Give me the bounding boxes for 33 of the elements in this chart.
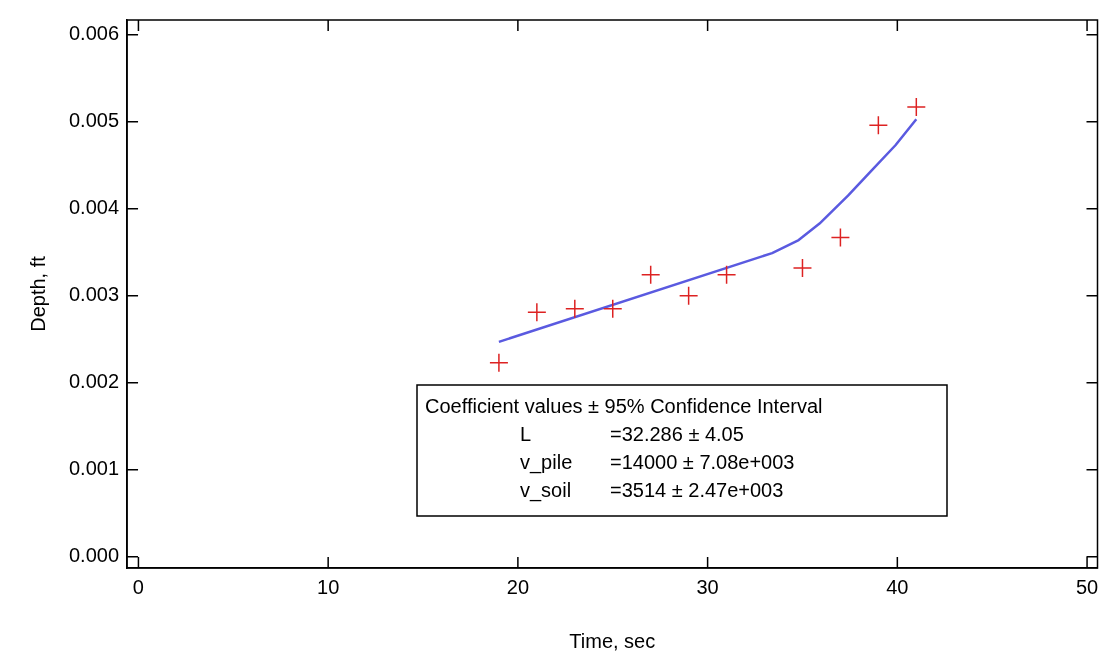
x-axis-title: Time, sec xyxy=(569,629,656,652)
annotation: =3514 ± 2.47e+003 xyxy=(610,478,784,501)
x-tick-label: 30 xyxy=(696,575,719,598)
y-tick-label: 0.003 xyxy=(68,283,120,306)
point xyxy=(565,299,585,319)
annotation: v_soil xyxy=(520,478,572,502)
point xyxy=(830,227,851,248)
x-tick-label: 0 xyxy=(132,575,144,598)
x-tick-label: 40 xyxy=(886,575,909,598)
y-tick-label: 0.004 xyxy=(68,196,120,219)
x-tick-label: 20 xyxy=(506,575,530,598)
point xyxy=(603,299,623,319)
point xyxy=(527,302,547,323)
point xyxy=(678,285,699,306)
point xyxy=(716,265,737,285)
y-tick-label: 0.000 xyxy=(68,544,120,567)
point xyxy=(792,258,813,278)
y-tick-label: 0.006 xyxy=(68,22,120,45)
annotation: Coefficient values ± 95% Confidence Interval xyxy=(425,394,823,417)
annotation: L xyxy=(520,422,532,445)
point xyxy=(906,97,927,117)
annotation: =14000 ± 7.08e+003 xyxy=(610,450,795,473)
point xyxy=(640,265,661,285)
y-tick-label: 0.005 xyxy=(68,109,120,132)
point xyxy=(489,352,509,373)
annotation: v_pile xyxy=(520,450,573,474)
annotation: =32.286 ± 4.05 xyxy=(610,422,744,445)
y-axis-title: Depth, ft xyxy=(26,255,49,332)
x-tick-label: 50 xyxy=(1075,575,1099,598)
x-tick-label: 10 xyxy=(317,575,340,598)
point xyxy=(868,115,889,135)
y-tick-label: 0.001 xyxy=(68,457,120,480)
y-tick-label: 0.002 xyxy=(68,370,120,393)
